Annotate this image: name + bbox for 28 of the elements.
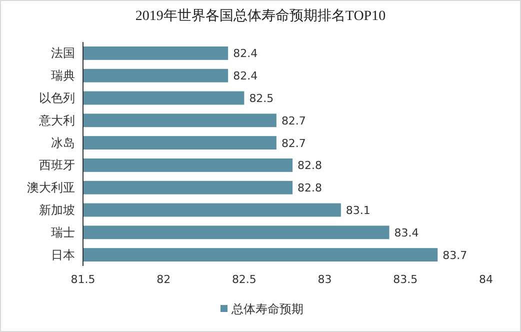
x-tick-label: 83 (318, 273, 332, 286)
data-label: 82.8 (298, 159, 322, 172)
data-label: 82.5 (249, 92, 274, 105)
y-tick-label: 冰岛 (51, 136, 75, 150)
data-label: 83.1 (346, 204, 370, 217)
data-label: 82.8 (298, 182, 322, 195)
data-label: 82.4 (233, 47, 258, 60)
y-tick-label: 瑞典 (51, 68, 75, 83)
y-tick-label: 日本 (51, 248, 75, 262)
x-tick-label: 81.5 (70, 273, 96, 286)
data-label: 82.4 (233, 70, 258, 83)
y-tick-label: 西班牙 (39, 158, 75, 172)
chart-title: 2019年世界各国总体寿命预期排名TOP10 (135, 8, 386, 24)
x-tick-label: 82 (156, 273, 171, 286)
data-label: 83.7 (442, 248, 468, 262)
x-tick-label: 83.5 (393, 273, 418, 286)
data-label: 83.4 (394, 226, 419, 240)
y-tick-label: 澳大利亚 (27, 180, 75, 195)
x-tick-label: 82.5 (232, 273, 256, 286)
data-label: 82.7 (281, 114, 306, 128)
y-tick-label: 以色列 (39, 91, 75, 105)
y-tick-label: 法国 (51, 46, 75, 60)
y-tick-label: 瑞士 (51, 225, 75, 240)
x-tick-label: 84 (479, 273, 493, 286)
data-label: 82.7 (281, 136, 306, 150)
y-tick-label: 意大利 (38, 113, 75, 128)
legend-label: 总体寿命预期 (230, 302, 304, 316)
y-tick-label: 新加坡 (39, 203, 75, 217)
